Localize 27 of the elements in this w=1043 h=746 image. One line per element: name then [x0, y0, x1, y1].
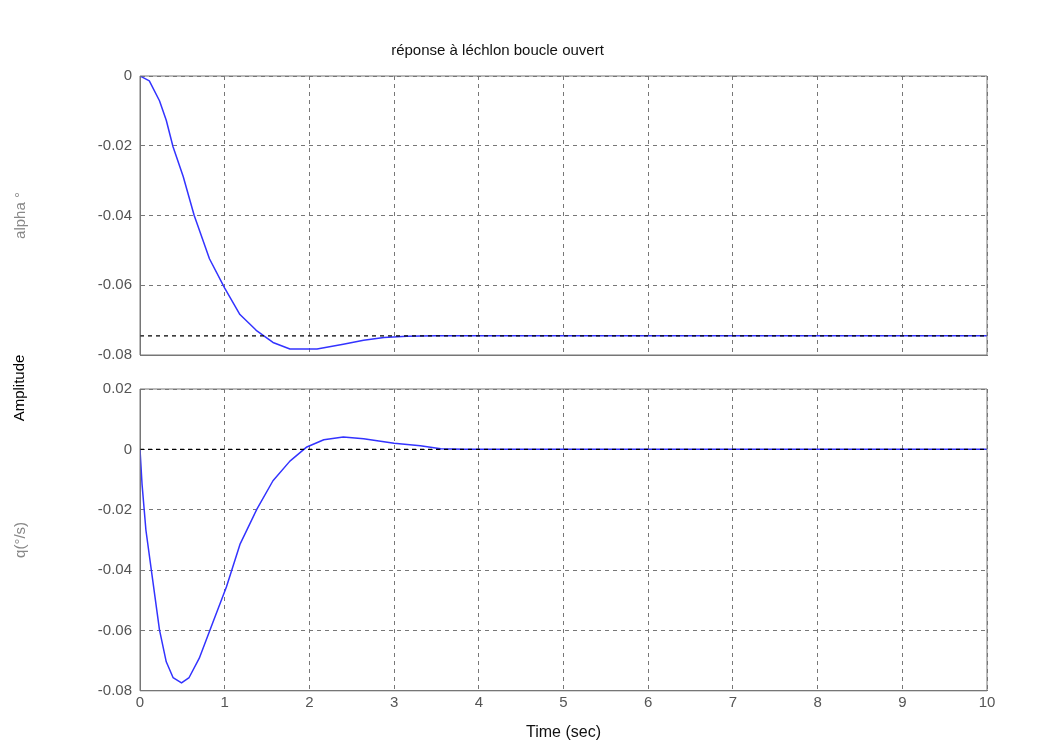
x-tick-label: 5 [559, 692, 568, 710]
y-tick-label: -0.06 [97, 620, 132, 638]
y-tick-label: -0.08 [97, 345, 132, 363]
y-tick-label: 0 [123, 439, 132, 457]
x-tick-label: 8 [813, 692, 822, 710]
x-tick-label: 9 [898, 692, 907, 710]
y-tick-label: 0 [123, 66, 132, 84]
y-tick-label: -0.04 [97, 205, 132, 223]
y-axis-title: alpha ° [11, 192, 29, 239]
y-tick-label: -0.08 [97, 680, 132, 698]
chart-title: réponse à léchlon boucle ouvert [391, 41, 605, 59]
x-tick-label: 3 [389, 692, 399, 710]
x-tick-label: 10 [978, 692, 996, 710]
y-axis-title: q(°/s) [11, 521, 29, 558]
y-tick-label: -0.04 [97, 560, 132, 578]
y-tick-label: 0.02 [102, 379, 132, 397]
x-tick-label: 0 [135, 692, 145, 710]
y-tick-label: -0.06 [97, 275, 132, 293]
x-tick-label: 1 [220, 692, 229, 710]
x-tick-label: 2 [305, 692, 314, 710]
x-axis-title: Time (sec) [526, 722, 601, 740]
y-tick-label: -0.02 [97, 499, 132, 517]
x-tick-label: 7 [728, 692, 738, 710]
x-tick-label: 4 [474, 692, 483, 710]
x-tick-label: 6 [644, 692, 653, 710]
y-tick-label: -0.02 [97, 135, 132, 153]
text: Amplitude [9, 354, 27, 422]
